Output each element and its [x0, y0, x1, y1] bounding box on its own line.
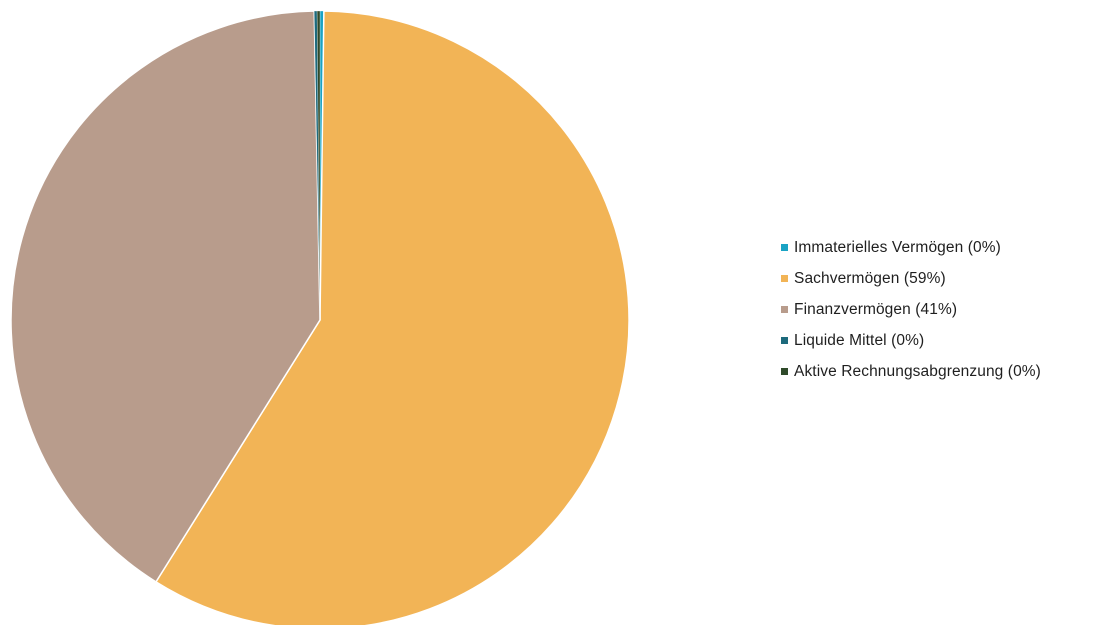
legend-label: Aktive Rechnungsabgrenzung (0%) [794, 362, 1041, 380]
legend-swatch [781, 368, 788, 375]
legend-label: Liquide Mittel (0%) [794, 331, 925, 349]
legend-item: Sachvermögen (59%) [781, 263, 1091, 294]
pie-slice [316, 10, 321, 321]
legend-swatch [781, 306, 788, 313]
legend-item: Finanzvermögen (41%) [781, 294, 1091, 325]
legend-label: Immaterielles Vermögen (0%) [794, 238, 1001, 256]
legend-swatch [781, 337, 788, 344]
legend-item: Aktive Rechnungsabgrenzung (0%) [781, 356, 1091, 387]
pie-slice [10, 10, 321, 583]
legend-item: Immaterielles Vermögen (0%) [781, 232, 1091, 263]
legend-item: Liquide Mittel (0%) [781, 325, 1091, 356]
legend-label: Finanzvermögen (41%) [794, 300, 958, 318]
chart-legend: Immaterielles Vermögen (0%) Sachvermögen … [781, 232, 1091, 387]
legend-swatch [781, 244, 788, 251]
legend-swatch [781, 275, 788, 282]
pie-slice [154, 10, 630, 625]
legend-label: Sachvermögen (59%) [794, 269, 946, 287]
